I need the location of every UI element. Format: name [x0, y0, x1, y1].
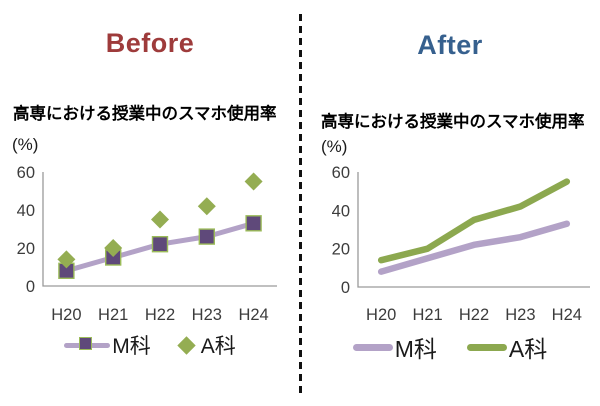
x-tick-label: H24: [552, 306, 582, 324]
panel-before: Before 高専における授業中のスマホ使用率 (%) 0 20 40 60 H20 H2…: [0, 28, 300, 360]
legend-item-a-series: A科: [177, 330, 236, 360]
axis-lines: [42, 172, 277, 287]
m-series-line-icon: [352, 343, 393, 351]
diamond-marker: [104, 239, 123, 257]
y-tick-label: 20: [17, 240, 35, 258]
a-series-diamond-icon: [177, 335, 196, 355]
legend-item-m-series: M科: [352, 330, 437, 364]
legend-label-m: M科: [394, 336, 437, 362]
m-series-line-square-icon: [64, 337, 111, 353]
after-legend: M科 A科: [300, 330, 600, 364]
square-marker: [245, 215, 262, 232]
after-chart-canvas: 0 20 40 60 H20 H21 H22 H23 H24: [332, 164, 590, 324]
x-tick-label: H20: [51, 306, 81, 324]
series-line: [377, 178, 571, 264]
legend-item-a-series: A科: [466, 330, 548, 364]
series-A科: [57, 172, 263, 269]
before-legend: M科 A科: [0, 330, 300, 360]
square-marker: [151, 235, 169, 253]
diamond-marker: [151, 210, 169, 229]
y-tick-label: 40: [17, 202, 35, 220]
axis-lines: [357, 172, 590, 288]
y-tick-label: 0: [26, 278, 35, 296]
before-heading: Before: [105, 28, 195, 58]
diamond-marker: [197, 197, 216, 216]
x-tick-label: H23: [192, 306, 222, 324]
diamond-marker: [57, 250, 76, 269]
square-marker: [198, 228, 216, 245]
x-tick-label: H22: [459, 306, 489, 324]
after-unit-label: (%): [321, 137, 348, 156]
x-tick-label: H21: [98, 306, 128, 324]
y-tick-label: 60: [332, 164, 350, 182]
legend-label-a: A科: [508, 336, 548, 362]
panel-after: After 高専における授業中のスマホ使用率 (%) 0 20 40 60 H20 H21…: [300, 0, 600, 406]
before-chart-title: 高専における授業中のスマホ使用率: [13, 105, 277, 123]
x-tick-label: H24: [238, 306, 268, 324]
y-tick-label: 40: [332, 202, 350, 220]
series-M科: [377, 220, 571, 275]
legend-item-m-series: M科: [64, 330, 151, 360]
y-tick-label: 0: [341, 279, 350, 297]
before-chart-canvas: 0 20 40 60 H20 H21 H22 H23 H24: [17, 164, 277, 324]
dashed-divider: [299, 14, 302, 398]
after-chart-title: 高専における授業中のスマホ使用率: [321, 113, 585, 131]
series-line: [377, 220, 571, 275]
after-heading: After: [417, 30, 483, 60]
y-tick-label: 60: [17, 164, 35, 182]
x-tick-label: H21: [412, 306, 442, 324]
a-series-line-icon: [466, 343, 507, 351]
x-tick-label: H23: [505, 306, 535, 324]
x-tick-label: H20: [366, 306, 396, 324]
legend-label-a: A科: [200, 335, 236, 358]
y-tick-label: 20: [332, 241, 350, 259]
series-A科: [377, 178, 571, 264]
diamond-marker: [244, 172, 263, 191]
series-M科: [58, 215, 262, 280]
before-unit-label: (%): [12, 135, 39, 154]
x-tick-label: H22: [145, 306, 175, 324]
legend-label-m: M科: [112, 335, 151, 358]
